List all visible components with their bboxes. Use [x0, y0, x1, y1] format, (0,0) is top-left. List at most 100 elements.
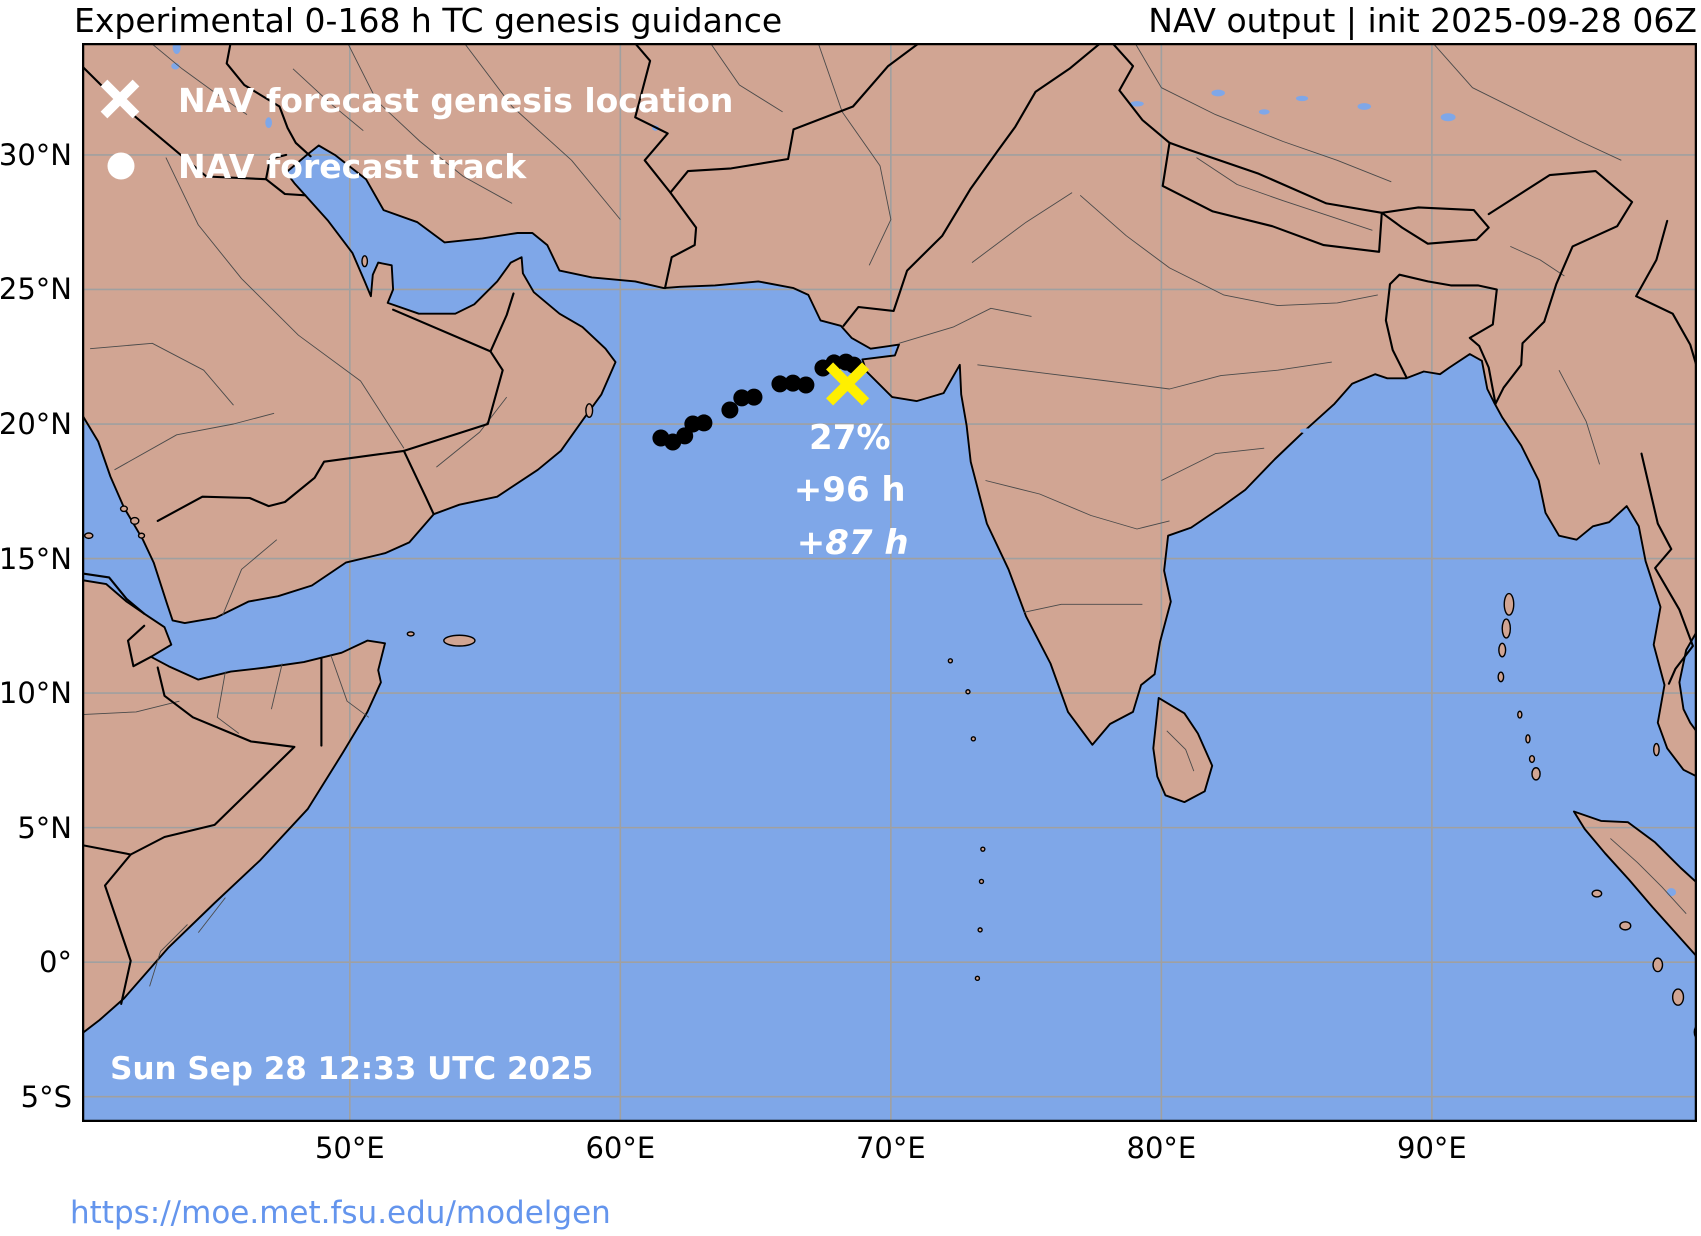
island-3	[361, 255, 369, 268]
island-19	[970, 736, 977, 742]
island-12	[1653, 742, 1660, 757]
admin-border-3	[1023, 603, 1143, 613]
lat-tick-label-15°N: 15°N	[0, 541, 72, 576]
admin-border-6	[971, 192, 1073, 263]
timestamp-label: Sun Sep 28 12:33 UTC 2025	[110, 1051, 593, 1087]
country-border-0	[225, 43, 312, 158]
admin-border-2	[985, 480, 1170, 530]
lat-tick-label-0°: 0°	[39, 945, 72, 980]
island-11	[1531, 767, 1541, 781]
lat-tick-label-30°N: 30°N	[0, 137, 72, 172]
page-title: Experimental 0-168 h TC genesis guidance	[74, 1, 783, 40]
map-panel: 27% +96 h +87 h Sun Sep 28 12:33 UTC 2025 NA…	[82, 43, 1697, 1122]
map-svg: 27% +96 h +87 h Sun Sep 28 12:33 UTC 2025 NA…	[82, 43, 1697, 1122]
lake-0	[172, 43, 181, 55]
admin-border-14	[114, 412, 275, 471]
lat-tick-label-20°N: 20°N	[0, 407, 72, 441]
admin-border-24	[197, 897, 226, 933]
country-border-9	[1487, 170, 1634, 405]
lon-tick-label-70°E: 70°E	[855, 1131, 926, 1165]
admin-border-12	[817, 43, 892, 266]
coastline-asia-arabia-india	[82, 43, 1697, 778]
admin-border-10	[292, 68, 364, 132]
admin-border-20	[216, 671, 240, 734]
lake-2	[265, 117, 273, 129]
track-dot-4	[695, 414, 713, 432]
admin-border-11	[150, 43, 248, 115]
country-border-13	[156, 449, 435, 522]
legend-track-label: NAV forecast track	[178, 147, 527, 186]
island-25	[1619, 921, 1632, 931]
island-5	[1501, 618, 1512, 639]
country-border-19	[82, 844, 132, 856]
admin-border-5	[1079, 194, 1378, 307]
map-frame	[82, 43, 1697, 1122]
coastline-sri-lanka	[1152, 696, 1214, 804]
country-border-2	[264, 153, 288, 181]
island-10	[1528, 754, 1536, 764]
secondary-hour-label: +87 h	[797, 523, 909, 563]
admin-border-4	[1161, 447, 1265, 481]
island-0	[443, 634, 476, 647]
lake-1	[171, 62, 180, 70]
admin-border-18	[436, 396, 508, 468]
island-17	[947, 658, 954, 664]
track-dot-6	[733, 389, 751, 407]
country-border-3	[633, 43, 698, 290]
track-dot-5	[721, 401, 739, 419]
country-border-15	[489, 292, 515, 353]
admin-border-8	[347, 43, 513, 204]
probability-label: 27%	[809, 418, 890, 458]
lon-tick-label-90°E: 90°E	[1397, 1131, 1467, 1165]
island-14	[129, 516, 140, 525]
country-border-11	[1640, 452, 1694, 685]
island-4	[1503, 592, 1515, 616]
lake-11	[1666, 888, 1677, 897]
island-7	[1497, 671, 1505, 683]
legend-genesis-x-icon	[100, 79, 140, 119]
admin-border-23	[149, 924, 188, 987]
coastline-sumatra	[1572, 810, 1697, 958]
landmass-sri-lanka-fill	[1153, 697, 1213, 803]
admin-border-28	[1134, 43, 1392, 183]
legend-track-dot-icon	[107, 152, 135, 180]
legend-genesis-label: NAV forecast genesis location	[178, 81, 733, 120]
admin-border-30	[1610, 838, 1687, 915]
track-dot-8	[771, 375, 789, 393]
country-border-5	[842, 43, 1103, 327]
island-27	[1671, 988, 1685, 1006]
lake-6	[1258, 109, 1270, 115]
island-23	[974, 975, 981, 982]
lake-4	[1130, 101, 1144, 107]
admin-border-9	[463, 43, 621, 220]
lon-tick-label-80°E: 80°E	[1126, 1131, 1197, 1165]
lat-tick-label-25°N: 25°N	[0, 272, 72, 307]
lon-tick-label-60°E: 60°E	[585, 1131, 656, 1165]
admin-border-13	[709, 43, 783, 113]
lat-tick-label-5°N: 5°N	[17, 810, 72, 845]
lake-7	[1295, 95, 1309, 102]
admin-border-0	[898, 307, 1032, 344]
country-border-8	[1380, 206, 1490, 245]
track-dot-2	[676, 427, 694, 445]
admin-border-22	[330, 655, 370, 718]
lake-9	[1440, 113, 1456, 122]
admin-border-19	[82, 700, 180, 716]
country-border-10	[1384, 273, 1498, 405]
country-border-4	[669, 43, 921, 194]
island-20	[980, 846, 986, 852]
island-21	[978, 878, 985, 885]
admin-border-25	[1558, 369, 1601, 465]
island-26	[1652, 957, 1664, 973]
country-border-17	[126, 624, 153, 668]
island-1	[406, 631, 415, 637]
island-22	[977, 927, 983, 933]
island-2	[585, 403, 594, 418]
island-9	[1525, 734, 1531, 744]
footer-url-link[interactable]: https://moe.met.fsu.edu/modelgen	[70, 1195, 611, 1231]
track-dot-10	[797, 376, 815, 394]
admin-border-16	[90, 342, 234, 406]
landmass-asia-arabia-india-fill	[82, 43, 1697, 777]
island-6	[1498, 642, 1507, 658]
